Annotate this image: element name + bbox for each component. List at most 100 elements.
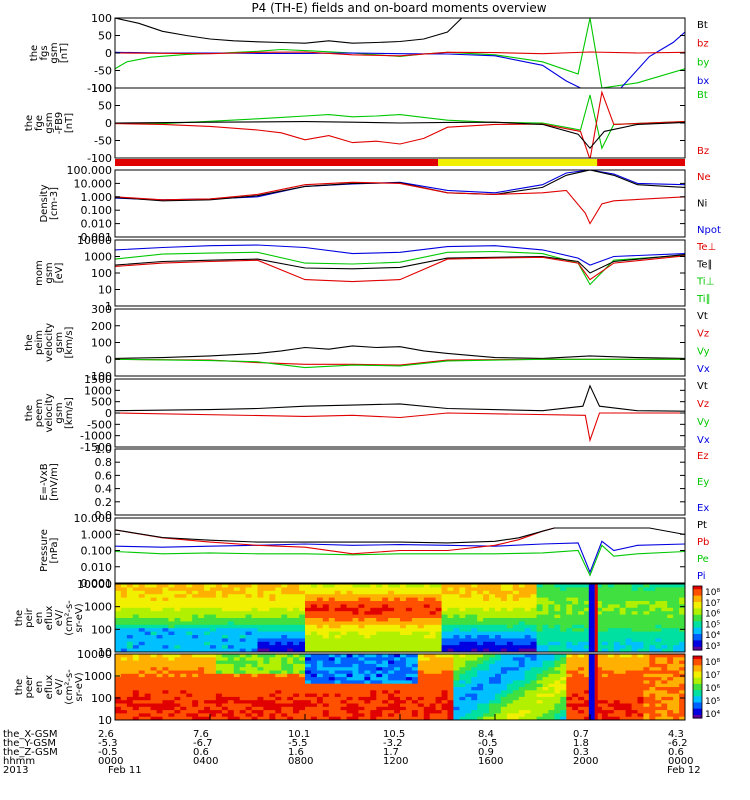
y-ticks: 100 50 0 -50 -100	[87, 12, 685, 95]
row-label: the_Y-GSM	[3, 738, 56, 749]
y-label-line: eflux	[44, 675, 55, 700]
y-label-line: eV/	[54, 678, 65, 695]
y-tick-label: 1.000	[81, 191, 113, 204]
y-tick-label: 0.100	[81, 545, 113, 558]
y-label-line: en	[34, 612, 45, 625]
legend-entry: Ti∥	[696, 294, 711, 305]
y-label-line: gsm	[54, 332, 65, 353]
legend-entry: Pi	[697, 571, 706, 582]
y-label-line: velocity	[44, 393, 55, 432]
legend-entry: Vy	[697, 417, 710, 428]
x-tick-label: -0.5	[98, 747, 118, 758]
series-group	[115, 527, 685, 577]
y-ticks: 300 200 100 0 -100	[87, 303, 685, 383]
series-line-2	[115, 121, 685, 150]
y-tick-label: 100	[91, 623, 112, 636]
date-label-end: Feb 12	[667, 765, 701, 776]
panel-efield: 1.00.80.60.40.20.0 E=-VxB [mV/m] Ez Ey Ex	[39, 443, 709, 522]
series-line-1	[115, 544, 685, 577]
y-tick-label: 1000	[84, 251, 112, 264]
y-label-line: eV/	[54, 609, 65, 626]
mode-bar-yellow	[438, 159, 598, 166]
series-line-0	[115, 244, 685, 266]
series-line-1	[115, 90, 685, 158]
series-line-2	[115, 527, 555, 555]
y-tick-label: 10000	[77, 578, 112, 591]
y-label-line: [km/s]	[64, 397, 75, 429]
legend: Bt Bz	[697, 90, 709, 157]
y-label-line: peim	[34, 330, 45, 355]
y-tick-label: 0.6	[95, 469, 113, 482]
y-label-line: sr-eV)	[74, 672, 85, 701]
y-ticks: 10.000 1.000 0.100 0.010 0.001	[74, 512, 685, 590]
legend-entry: Vz	[697, 329, 709, 340]
legend: Vt Vz Vy Vx	[697, 311, 710, 375]
colorbar-tick-label: 10⁶	[705, 684, 720, 694]
colorbar-tick-label: 10⁵	[705, 697, 720, 707]
series-line-1	[115, 31, 685, 88]
series-line-1	[115, 412, 685, 443]
y-tick-label: 0	[105, 407, 112, 420]
colorbar-tick-label: 10³	[705, 642, 720, 652]
legend-entry: Vx	[697, 435, 710, 446]
colorbar-tick-label: 10⁷	[705, 599, 720, 609]
y-label-line: en	[34, 681, 45, 694]
y-tick-label: 200	[91, 320, 112, 333]
row-label: the_X-GSM	[3, 729, 57, 740]
y-tick-label: 0	[105, 353, 112, 366]
y-tick-label: 0.001	[81, 231, 113, 244]
series-line-1	[115, 250, 685, 286]
series-group	[115, 18, 685, 88]
y-label-line: E=-VxB	[39, 463, 50, 500]
y-label-line: Pressure	[39, 529, 50, 572]
y-tick-label: 0.010	[81, 218, 113, 231]
row-label: the_Z-GSM	[3, 747, 58, 758]
y-tick-label: -1000	[80, 430, 112, 443]
y-axis-label: E=-VxB [mV/m]	[39, 463, 60, 501]
legend-entry: Vt	[697, 311, 708, 322]
y-tick-label: 1000	[84, 670, 112, 683]
y-axis-label: the peir en eflux eV/(cm²-s-sr-eV)	[14, 600, 85, 636]
colorbar-tick-label: 10⁶	[705, 610, 720, 620]
y-tick-label: 100	[91, 267, 112, 280]
y-tick-label: 0.0	[95, 509, 113, 522]
x-tick-label: 7.6	[193, 729, 209, 740]
x-tick-label: -6.2	[668, 738, 688, 749]
legend: Ne Ni Npot	[697, 172, 721, 236]
y-tick-label: -100	[87, 370, 112, 383]
y-axis-label: the peer en eflux eV/(cm²-s-sr-eV)	[14, 669, 85, 705]
y-tick-label: 0	[105, 47, 112, 60]
x-tick-label: 0000	[98, 756, 123, 767]
time-axis-labels: the_X-GSMthe_Y-GSMthe_Z-GSMhhmm20132.6-5…	[3, 714, 701, 776]
y-label-line: eflux	[44, 606, 55, 631]
y-axis-label: the fgs gsm [nT]	[29, 42, 70, 63]
y-label-line: [nPa]	[49, 537, 60, 563]
date-label-start: Feb 11	[108, 765, 142, 776]
x-tick-label: 0.6	[193, 747, 209, 758]
series-line-3	[115, 255, 685, 283]
stripe-2	[594, 584, 598, 652]
legend-entry: Ti⊥	[696, 277, 714, 288]
y-label-line: [mV/m]	[49, 463, 60, 501]
y-tick-label: -50	[94, 135, 112, 148]
y-tick-label: 0.2	[95, 496, 113, 509]
legend-entry: Npot	[697, 225, 721, 236]
y-label-line: velocity	[44, 323, 55, 362]
y-tick-label: 0.010	[81, 561, 113, 574]
stripe-2	[594, 654, 598, 720]
legend-entry: bx	[697, 76, 709, 87]
x-tick-label: -6.7	[193, 738, 213, 749]
y-label-line: fge	[34, 115, 45, 131]
y-label-line: peir	[24, 607, 35, 627]
x-tick-label: 10.1	[288, 729, 310, 740]
x-tick-label: 0.3	[573, 747, 589, 758]
series-group	[115, 244, 685, 286]
colorbar-tick-label: 10⁸	[705, 588, 720, 598]
y-tick-label: 100	[91, 692, 112, 705]
y-tick-label: -50	[94, 65, 112, 78]
y-label-line: the	[14, 679, 25, 695]
